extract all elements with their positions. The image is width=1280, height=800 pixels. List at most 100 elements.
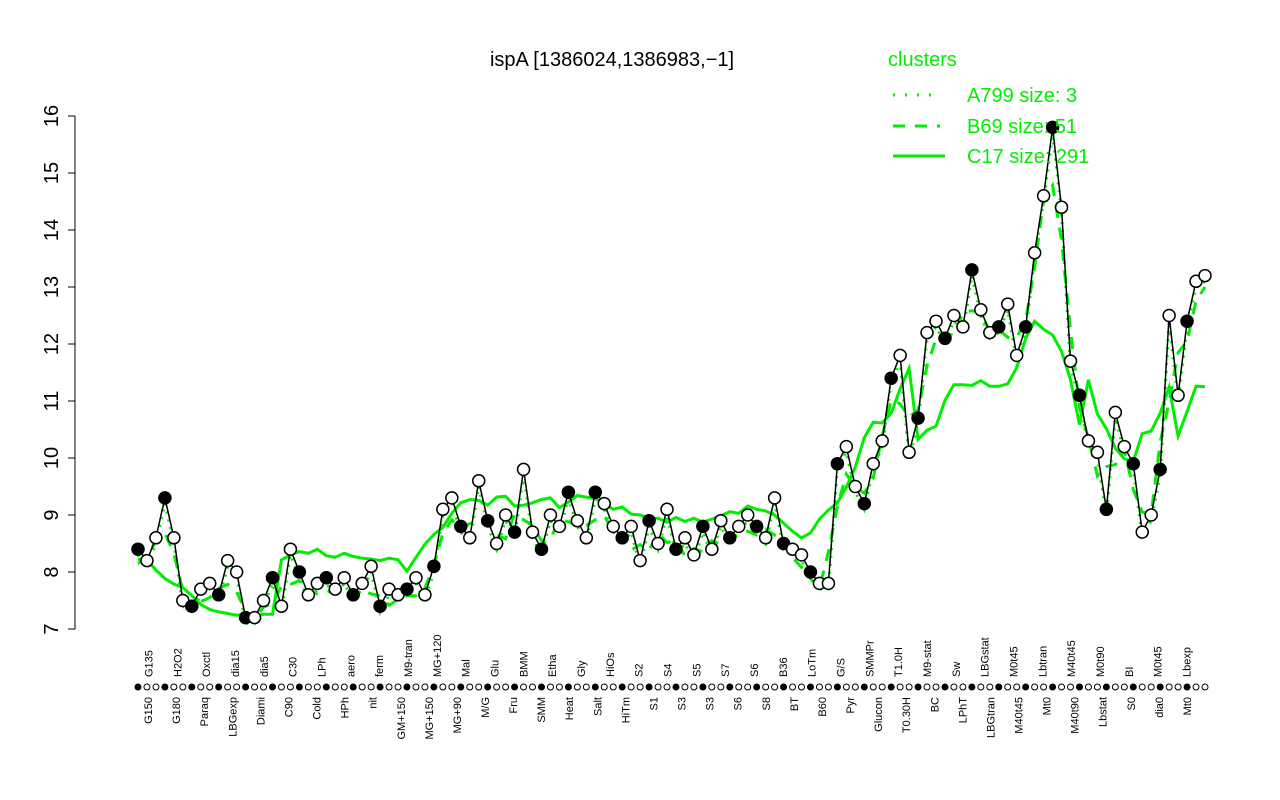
data-point <box>911 411 925 425</box>
data-point <box>642 513 656 528</box>
condition-marker <box>1058 683 1066 691</box>
x-tick-label: Diami <box>255 697 267 725</box>
data-point <box>516 462 531 477</box>
x-tick-label: MG+150 <box>424 697 436 740</box>
condition-marker <box>717 683 725 691</box>
legend-entry-a799: A799 size: 3 <box>967 85 1077 107</box>
x-tick-label: S8 <box>761 697 773 710</box>
data-point <box>471 474 486 488</box>
condition-marker <box>502 683 510 691</box>
data-point <box>938 331 952 346</box>
data-point <box>220 553 235 568</box>
y-tick-label: 16 <box>41 105 63 127</box>
condition-marker <box>233 683 241 691</box>
data-point <box>1108 405 1123 420</box>
condition-marker <box>260 683 268 691</box>
x-tick-label: BC <box>929 697 941 712</box>
data-point <box>830 456 845 471</box>
condition-marker <box>995 683 1003 691</box>
condition-marker <box>224 683 232 691</box>
x-tick-label: B60 <box>817 697 829 717</box>
condition-marker <box>851 683 859 691</box>
data-point <box>1045 120 1060 135</box>
y-axis: 7 8 9 10 11 12 13 14 15 16 <box>41 105 76 635</box>
condition-marker <box>188 683 196 691</box>
x-tick-label: C90 <box>283 697 295 717</box>
legend-entry-b69: B69 size: 51 <box>967 116 1077 138</box>
x-tick-label: Oxctl <box>201 652 213 677</box>
data-point <box>158 491 172 505</box>
condition-marker <box>448 683 456 691</box>
x-axis: G135 H2O2 Oxctl dia15 dia5 C30 LPh aero ferm M9-t… <box>134 635 1209 740</box>
condition-marker <box>403 683 411 691</box>
condition-marker <box>215 683 223 691</box>
condition-marker <box>546 683 554 691</box>
condition-marker <box>977 683 985 691</box>
condition-marker <box>161 683 169 691</box>
condition-marker <box>1049 683 1057 691</box>
data-point <box>319 570 334 585</box>
x-tick-label: LBGtran <box>985 697 997 738</box>
condition-marker <box>1093 683 1101 691</box>
condition-marker <box>627 683 635 691</box>
cluster-c17-line <box>137 318 1206 618</box>
condition-marker <box>484 683 492 691</box>
condition-marker <box>923 683 931 691</box>
condition-marker <box>1147 683 1155 691</box>
condition-marker <box>1111 683 1119 691</box>
condition-marker <box>268 683 276 691</box>
condition-marker <box>143 683 151 691</box>
condition-marker <box>591 683 599 691</box>
data-point <box>669 542 683 556</box>
x-tick-label: M9-stat <box>922 640 934 677</box>
condition-marker <box>735 683 743 691</box>
data-point <box>875 434 889 448</box>
data-point <box>740 508 755 522</box>
x-tick-label: T0.30H <box>901 697 913 733</box>
x-tick-label: HPh <box>340 697 352 718</box>
data-point <box>1171 388 1185 403</box>
x-tick-label: Glu <box>490 660 502 677</box>
data-point <box>373 599 387 613</box>
data-point <box>149 531 163 545</box>
expression-series <box>131 120 1212 625</box>
data-point <box>364 559 378 574</box>
condition-marker <box>376 683 384 691</box>
x-tick-label: LBGstat <box>980 637 992 677</box>
condition-marker <box>618 683 626 691</box>
condition-marker <box>1156 683 1164 691</box>
y-tick-label: 7 <box>41 623 63 634</box>
data-point <box>597 496 612 511</box>
x-tick-label: aero <box>345 655 357 677</box>
x-tick-label: dia15 <box>230 650 242 677</box>
condition-marker <box>295 683 303 691</box>
data-point <box>1009 348 1024 363</box>
x-tick-label: G/S <box>836 658 848 677</box>
x-tick-label: S5 <box>691 664 703 677</box>
x-tick-label: M40t45 <box>1014 697 1026 734</box>
y-tick-label: 13 <box>41 276 63 298</box>
x-tick-label: M0t45 <box>1153 646 1165 677</box>
x-tick-label: Sw <box>951 662 963 677</box>
data-point <box>489 536 504 551</box>
y-tick-label: 14 <box>41 219 63 241</box>
data-point <box>1000 297 1015 311</box>
condition-marker <box>421 683 429 691</box>
condition-marker <box>1013 683 1021 691</box>
condition-marker <box>206 683 214 691</box>
condition-marker <box>286 683 294 691</box>
data-point <box>947 308 961 323</box>
x-tick-label: Mt0 <box>1042 697 1054 715</box>
data-point <box>920 325 934 340</box>
condition-marker <box>412 683 420 691</box>
condition-marker <box>520 683 528 691</box>
x-tick-label: Cold <box>312 697 324 720</box>
y-tick-label: 12 <box>41 333 63 355</box>
condition-marker <box>726 683 734 691</box>
data-point <box>140 553 154 568</box>
condition-marker <box>466 683 474 691</box>
data-point <box>355 576 369 591</box>
data-point <box>678 531 692 545</box>
x-tick-label: M40t45 <box>1066 640 1078 677</box>
